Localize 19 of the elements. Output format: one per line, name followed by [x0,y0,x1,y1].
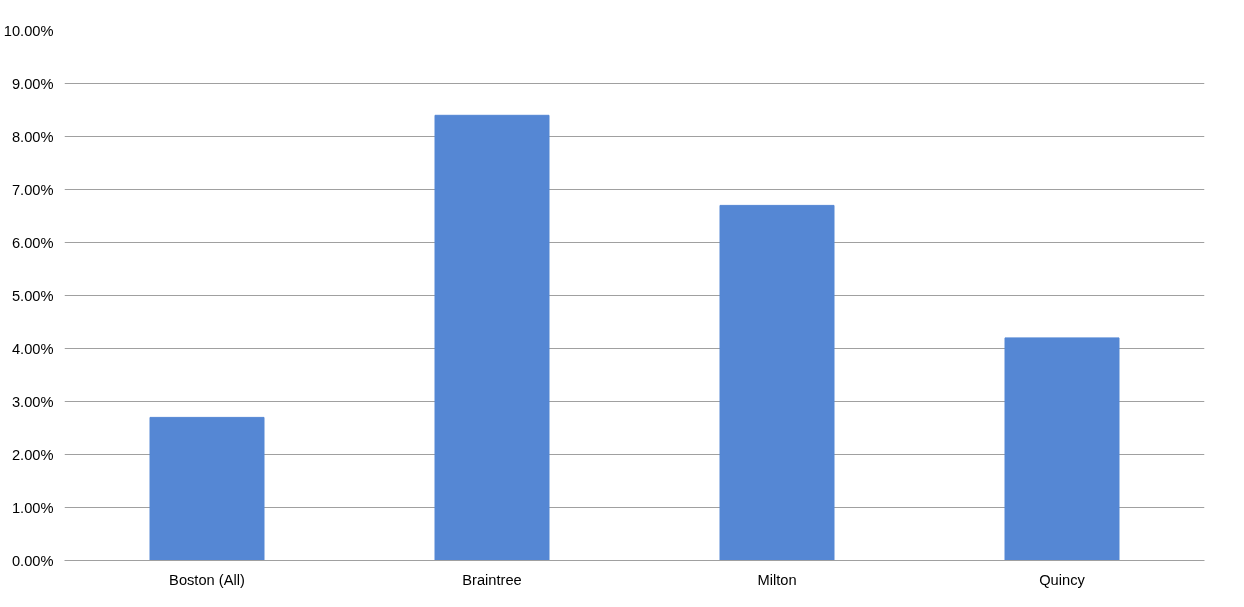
y-tick-label: 6.00% [11,234,54,251]
bar [149,416,265,561]
bar [434,114,550,561]
y-tick-label: 10.00% [3,22,54,39]
y-tick-label: 5.00% [11,287,54,304]
y-tick-label: 2.00% [11,446,54,463]
y-tick-label: 3.00% [11,393,54,410]
x-tick-label: Boston (All) [169,571,245,588]
x-tick-label: Quincy [1039,571,1086,588]
x-tick-label: Braintree [462,571,522,588]
y-tick-label: 1.00% [11,499,54,516]
y-tick-label: 4.00% [11,340,54,357]
bar [1004,337,1120,561]
x-tick-label: Milton [757,571,797,588]
y-tick-label: 7.00% [11,181,54,198]
bar [719,204,835,561]
y-tick-label: 8.00% [11,128,54,145]
y-tick-label: 0.00% [11,552,54,569]
y-tick-label: 9.00% [11,75,54,92]
